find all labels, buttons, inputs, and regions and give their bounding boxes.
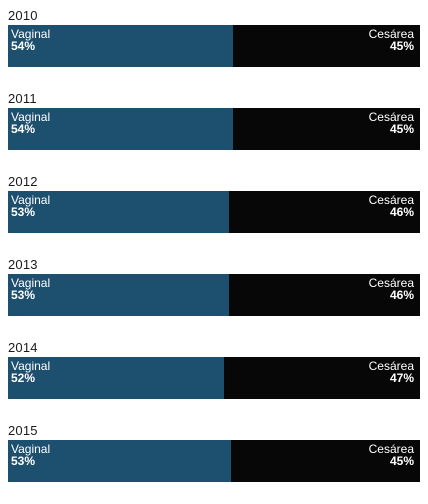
vaginal-data-label: Vaginal 52% [11,360,50,384]
bar-segment-vaginal [8,274,229,316]
value-cesarea: 47% [389,371,414,385]
bar-segment-cesarea [233,25,420,67]
bar-row: Vaginal 54% Cesárea 45% [8,108,420,150]
series-name-cesarea: Cesárea [368,359,414,373]
series-name-cesarea: Cesárea [368,276,414,290]
year-label: 2014 [8,340,38,355]
vaginal-data-label: Vaginal 54% [11,28,50,52]
value-cesarea: 46% [389,288,414,302]
bar-segment-vaginal [8,357,224,399]
cesarea-data-label: Cesárea 45% [369,28,414,52]
bar-segment-vaginal [8,440,231,482]
year-label: 2011 [8,91,37,106]
series-name-vaginal: Vaginal [11,442,51,456]
bar-segment-cesarea [233,108,420,150]
bar-row: Vaginal 53% Cesárea 46% [8,191,420,233]
series-name-cesarea: Cesárea [368,442,414,456]
year-label: 2010 [8,8,38,23]
value-cesarea: 45% [389,122,414,136]
value-cesarea: 45% [389,454,414,468]
bar-segment-cesarea [229,274,420,316]
vaginal-data-label: Vaginal 53% [11,194,50,218]
year-label: 2015 [8,423,38,438]
cesarea-data-label: Cesárea 45% [369,443,414,467]
year-label: 2012 [8,174,38,189]
value-vaginal: 54% [11,122,36,136]
series-name-vaginal: Vaginal [11,27,51,41]
value-vaginal: 54% [11,39,36,53]
bar-row: Vaginal 53% Cesárea 46% [8,274,420,316]
bar-segment-vaginal [8,191,229,233]
vaginal-data-label: Vaginal 54% [11,111,50,135]
bar-row: Vaginal 53% Cesárea 45% [8,440,420,482]
series-name-vaginal: Vaginal [11,193,51,207]
bar-row: Vaginal 52% Cesárea 47% [8,357,420,399]
series-name-cesarea: Cesárea [368,193,414,207]
cesarea-data-label: Cesárea 46% [369,277,414,301]
value-cesarea: 45% [389,39,414,53]
value-vaginal: 53% [11,454,36,468]
vaginal-data-label: Vaginal 53% [11,443,50,467]
value-cesarea: 46% [389,205,414,219]
bar-segment-cesarea [229,191,420,233]
bar-segment-vaginal [8,108,233,150]
series-name-vaginal: Vaginal [11,359,51,373]
cesarea-data-label: Cesárea 46% [369,194,414,218]
year-label: 2013 [8,257,38,272]
bar-segment-cesarea [231,440,420,482]
value-vaginal: 53% [11,288,36,302]
cesarea-data-label: Cesárea 45% [369,111,414,135]
series-name-vaginal: Vaginal [11,110,51,124]
bar-segment-cesarea [224,357,420,399]
value-vaginal: 52% [11,371,36,385]
value-vaginal: 53% [11,205,36,219]
series-name-vaginal: Vaginal [11,276,51,290]
vaginal-data-label: Vaginal 53% [11,277,50,301]
series-name-cesarea: Cesárea [368,110,414,124]
bar-segment-vaginal [8,25,233,67]
series-name-cesarea: Cesárea [368,27,414,41]
bar-row: Vaginal 54% Cesárea 45% [8,25,420,67]
cesarea-data-label: Cesárea 47% [369,360,414,384]
